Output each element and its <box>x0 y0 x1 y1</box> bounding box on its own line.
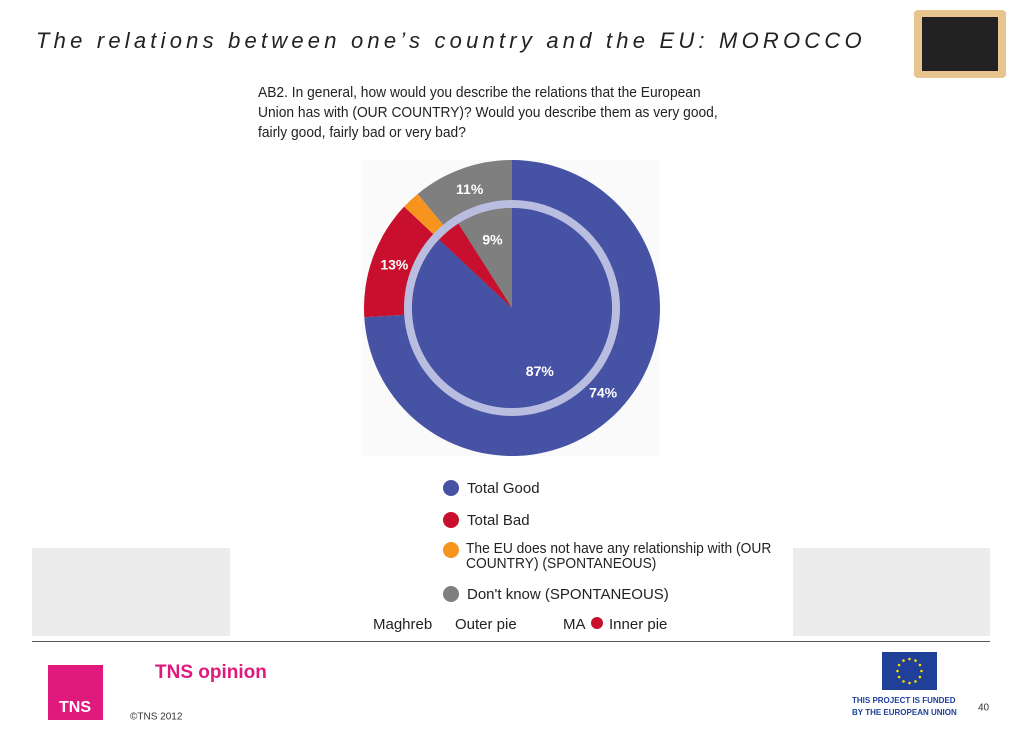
logo-text: TNS <box>59 699 91 716</box>
copyright: ©TNS 2012 <box>130 712 183 723</box>
series-name: Outer pie <box>455 616 517 633</box>
legend-label: The EU does not have any relationship wi… <box>466 541 772 572</box>
legend-label: Total Bad <box>467 512 530 529</box>
wedge <box>412 208 612 408</box>
value-label: 11% <box>456 181 484 197</box>
ring <box>404 200 620 416</box>
value-label: 13% <box>380 256 409 272</box>
series-group: MA <box>563 616 586 633</box>
page-number: 40 <box>978 703 990 714</box>
star <box>908 681 911 685</box>
brand: TNS opinion <box>155 662 267 683</box>
star <box>902 680 905 683</box>
legend-swatch <box>443 542 459 558</box>
legend-swatch <box>443 512 459 528</box>
board <box>922 17 998 71</box>
value-label: 87% <box>526 363 555 379</box>
slide-title: The relations between one’s country and … <box>36 28 866 53</box>
star <box>914 659 917 662</box>
tns-logo <box>48 665 103 720</box>
star <box>920 669 923 673</box>
wedge <box>458 208 512 308</box>
series-swatch <box>591 617 603 629</box>
question: AB2. In general, how would you describe … <box>258 84 718 141</box>
star <box>914 680 917 683</box>
rule <box>32 641 990 642</box>
star <box>918 663 922 667</box>
legend-swatch <box>443 586 459 602</box>
star <box>908 657 911 661</box>
legend-label: Total Good <box>467 480 540 497</box>
legend-label: Don't know (SPONTANEOUS) <box>467 586 669 603</box>
star <box>902 659 905 662</box>
series-name: Inner pie <box>609 616 667 633</box>
funding-line: BY THE EUROPEAN UNION <box>852 708 957 717</box>
star <box>897 675 901 679</box>
value-label: 74% <box>589 384 618 400</box>
star <box>918 675 922 679</box>
value-label: 9% <box>482 231 503 247</box>
wedge <box>439 223 512 308</box>
legend-wrap: The EU does not have any relationship wi… <box>466 541 772 572</box>
series-group: Maghreb <box>373 616 432 633</box>
funding-line: THIS PROJECT IS FUNDED <box>852 696 956 705</box>
legend-swatch <box>443 480 459 496</box>
eu-stars <box>896 657 923 685</box>
star <box>896 669 899 673</box>
star <box>897 663 901 667</box>
